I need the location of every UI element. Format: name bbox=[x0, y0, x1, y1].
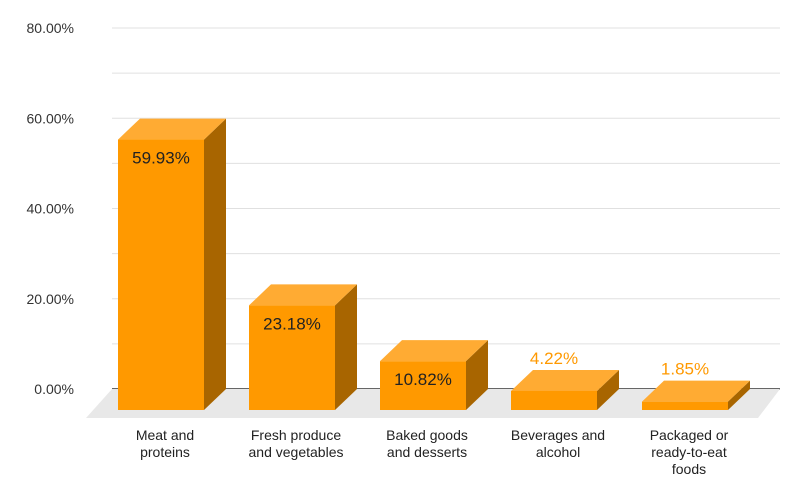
x-tick-label: Baked goods bbox=[386, 427, 468, 443]
y-tick-label: 40.00% bbox=[27, 201, 74, 217]
bar-side bbox=[466, 340, 488, 410]
x-tick-label: alcohol bbox=[536, 444, 580, 460]
bar bbox=[118, 118, 226, 411]
y-tick-label: 80.00% bbox=[27, 20, 74, 36]
bar-side bbox=[335, 284, 357, 410]
bar bbox=[642, 380, 750, 410]
data-label: 4.22% bbox=[530, 349, 578, 368]
data-label: 1.85% bbox=[661, 360, 709, 379]
x-tick-label: ready-to-eat bbox=[651, 444, 727, 460]
bar-side bbox=[728, 380, 750, 410]
y-tick-label: 60.00% bbox=[27, 110, 74, 126]
bar-front bbox=[511, 390, 597, 410]
bar-top bbox=[118, 118, 226, 140]
y-tick-label: 20.00% bbox=[27, 291, 74, 307]
x-tick-label: Fresh produce bbox=[251, 427, 341, 443]
data-label: 10.82% bbox=[394, 370, 452, 389]
x-tick-label: and vegetables bbox=[249, 444, 344, 460]
x-tick-label: foods bbox=[672, 461, 706, 477]
bar-top bbox=[249, 284, 357, 306]
x-tick-label: Packaged or bbox=[650, 427, 729, 443]
bar-front bbox=[380, 361, 466, 410]
x-tick-label: Meat and bbox=[136, 427, 194, 443]
bar-top bbox=[511, 369, 619, 391]
bar bbox=[511, 369, 619, 410]
x-tick-label: and desserts bbox=[387, 444, 467, 460]
bar-top bbox=[380, 340, 488, 362]
y-tick-label: 0.00% bbox=[34, 381, 74, 397]
x-tick-label: Beverages and bbox=[511, 427, 605, 443]
bar-top bbox=[642, 380, 750, 402]
data-label: 59.93% bbox=[132, 149, 190, 168]
x-tick-label: proteins bbox=[140, 444, 190, 460]
bar-front bbox=[118, 139, 204, 411]
bar bbox=[380, 340, 488, 410]
bar-side bbox=[204, 118, 226, 411]
bar-front bbox=[642, 401, 728, 410]
bar-front bbox=[249, 305, 335, 410]
bar-side bbox=[597, 369, 619, 410]
data-label: 23.18% bbox=[263, 314, 321, 333]
bar bbox=[249, 284, 357, 410]
